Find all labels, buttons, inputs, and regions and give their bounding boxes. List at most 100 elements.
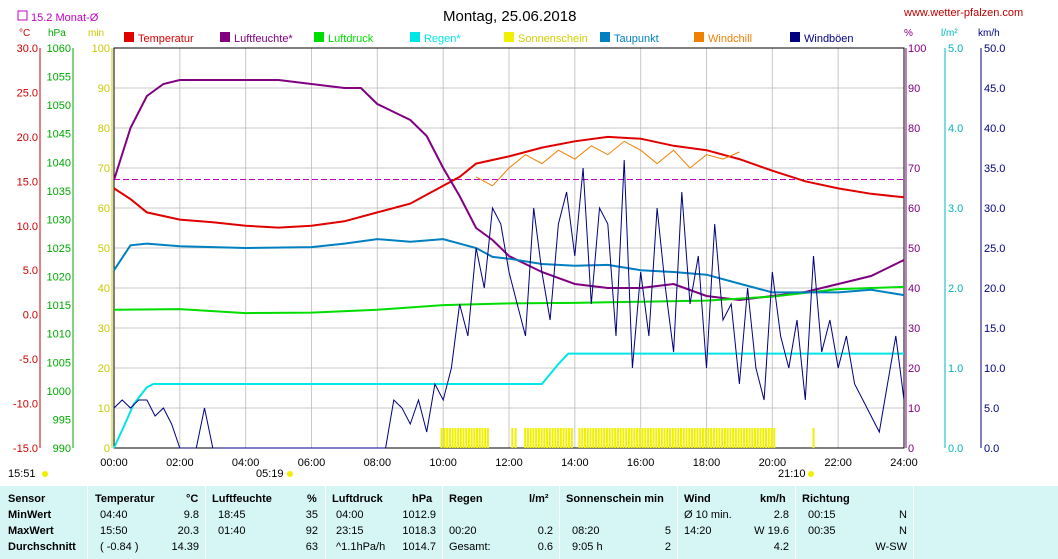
y-tick-temp: 0.0 [23,310,38,322]
legend-swatch [124,32,134,42]
x-tick-label: 06:00 [298,457,326,469]
hdr-wind-unit: km/h [760,493,786,505]
cell-rain-val: 0.2 [537,525,553,537]
y-tick-hpa: 1050 [47,100,71,112]
y-tick-min: 10 [98,403,110,415]
x-tick-label: 22:00 [824,457,852,469]
y-tick-lm2: 5.0 [948,43,963,55]
y-tick-pct: 10 [908,403,920,415]
sunrise-icon [287,471,293,477]
y-tick-hpa: 1005 [47,357,71,369]
hdr-temperatur: Temperatur [95,493,155,505]
cell-temp-val: 14.39 [171,541,199,553]
y-tick-temp: 10.0 [17,221,38,233]
cell-label: MinWert [8,509,52,521]
y-tick-min: 40 [98,283,110,295]
y-tick-temp: -15.0 [13,443,38,455]
cell-label: MaxWert [8,525,54,537]
legend-swatch [694,32,704,42]
cell-rain-val: 0.6 [537,541,553,553]
legend-swatch [220,32,230,42]
cell-rain-time: 00:20 [449,525,477,537]
cell-label: Durchschnitt [8,541,76,553]
y-tick-pct: 20 [908,363,920,375]
y-tick-min: 60 [98,203,110,215]
x-tick-label: 08:00 [364,457,392,469]
cell-dir-val: W-SW [875,541,907,553]
y-tick-kmh: 40.0 [984,123,1005,135]
y-tick-kmh: 10.0 [984,363,1005,375]
y-tick-pct: 70 [908,163,920,175]
cell-wind-label: 14:20 [684,525,712,537]
y-tick-lm2: 4.0 [948,123,963,135]
y-tick-kmh: 20.0 [984,283,1005,295]
cell-press-time: 04:00 [336,509,364,521]
series-windböen [113,159,905,449]
y-tick-min: 90 [98,83,110,95]
y-tick-pct: 30 [908,323,920,335]
cell-dir-time: 00:15 [808,509,836,521]
cell-sun-time: 08:20 [572,525,600,537]
y-tick-kmh: 30.0 [984,203,1005,215]
y-tick-kmh: 5.0 [984,403,999,415]
cell-wind-label: Ø 10 min. [684,509,732,521]
y-tick-hpa: 1060 [47,43,71,55]
y-tick-pct: 0 [908,443,914,455]
y-tick-min: 50 [98,243,110,255]
legend-label: Taupunkt [614,33,659,45]
unit-min: min [88,28,104,39]
cell-temp-time: 04:40 [100,509,128,521]
legend-swatch [314,32,324,42]
legend-label: Sonnenschein [518,33,588,45]
y-tick-temp: 15.0 [17,176,38,188]
y-tick-kmh: 45.0 [984,83,1005,95]
cell-hum-time: 18:45 [218,509,246,521]
y-tick-temp: 30.0 [17,43,38,55]
cell-sun-time: 9:05 h [572,541,603,553]
legend-swatch [410,32,420,42]
legend-label: Temperatur [138,33,194,45]
sunset-time: 21:10 [778,468,806,480]
unit-kmh: km/h [978,28,1000,39]
y-tick-hpa: 1015 [47,300,71,312]
x-tick-label: 16:00 [627,457,655,469]
cell-press-time: 23:15 [336,525,364,537]
y-tick-hpa: 1020 [47,272,71,284]
cell-press-val: 1014.7 [402,541,436,553]
y-tick-temp: 25.0 [17,87,38,99]
cell-dir-time: 00:35 [808,525,836,537]
y-tick-hpa: 1055 [47,72,71,84]
unit-lm2: l/m² [941,28,958,39]
hdr-sensor: Sensor [8,493,46,505]
hdr-wind: Wind [684,493,711,505]
x-tick-label: 00:00 [100,457,128,469]
hdr-sonnenschein: Sonnenschein min [566,493,664,505]
cell-temp-val: 20.3 [177,525,199,537]
cell-press-val: 1012.9 [402,509,436,521]
series-regen [113,352,904,449]
y-tick-hpa: 1040 [47,157,71,169]
y-tick-hpa: 1025 [47,243,71,255]
stats-table: Sensor Temperatur °C Luftfeuchte % Luftd… [0,486,1058,559]
x-tick-label: 18:00 [693,457,721,469]
website-link[interactable]: www.wetter-pfalzen.com [903,7,1023,19]
avg-label: 15.2 Monat-Ø [31,12,99,24]
x-tick-label: 04:00 [232,457,260,469]
legend-swatch [504,32,514,42]
y-tick-hpa: 1035 [47,186,71,198]
y-tick-min: 0 [104,443,110,455]
legend-label: Luftdruck [328,33,374,45]
legend-label: Luftfeuchte* [234,33,293,45]
cell-hum-val: 35 [305,509,318,521]
legend-label: Windböen [804,33,854,45]
y-tick-lm2: 0.0 [948,443,963,455]
unit-pct: % [904,28,913,39]
x-tick-label: 24:00 [890,457,918,469]
legend-swatch [600,32,610,42]
x-tick-label: 20:00 [759,457,787,469]
cell-sun-val: 2 [664,541,671,553]
cell-sun-val: 5 [664,525,671,537]
unit-temp: °C [19,28,30,39]
legend: Temperatur Luftfeuchte* Luftdruck Regen* Son… [124,32,854,45]
series-luftdruck [113,285,905,315]
